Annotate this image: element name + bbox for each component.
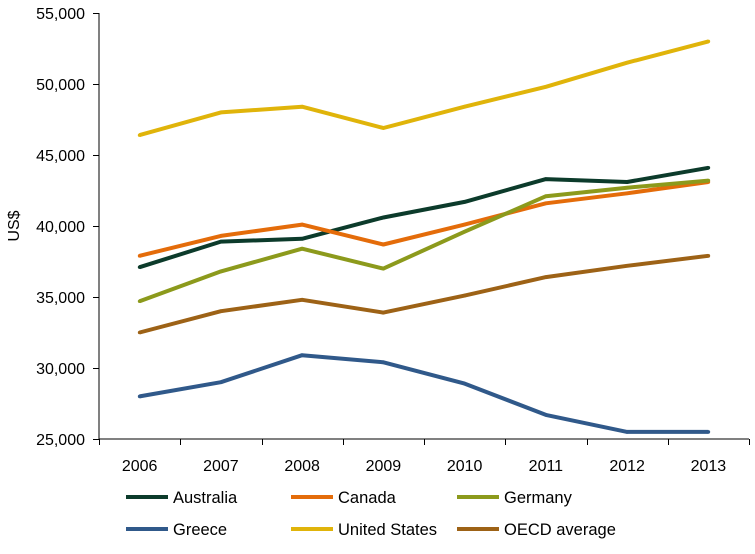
legend-item-canada: Canada: [291, 489, 397, 507]
data-point-australia: [462, 200, 467, 204]
legend-label-australia: Australia: [173, 489, 238, 507]
data-point-germany: [381, 266, 386, 271]
x-tick-label: 2006: [122, 458, 158, 475]
x-tick-label: 2010: [447, 458, 483, 475]
data-point-oecd-average: [706, 254, 711, 258]
y-tick-label: 30,000: [36, 361, 85, 378]
data-point-oecd-average: [381, 310, 386, 315]
legend-label-canada: Canada: [338, 489, 397, 507]
data-point-united-states: [544, 85, 548, 89]
legend-label-oecd-average: OECD average: [504, 521, 616, 539]
x-tick-label: 2011: [529, 458, 564, 475]
legend-item-oecd-average: OECD average: [457, 521, 616, 539]
legend-label-united-states: United States: [338, 521, 437, 539]
data-point-australia: [381, 215, 386, 220]
data-point-united-states: [625, 60, 629, 65]
data-point-greece: [300, 353, 304, 358]
data-point-canada: [381, 242, 386, 247]
data-point-united-states: [300, 104, 304, 109]
data-point-canada: [625, 191, 629, 196]
data-point-greece: [625, 430, 629, 434]
legend-label-germany: Germany: [504, 489, 573, 507]
data-point-australia: [544, 177, 548, 181]
series-oecd-average: [137, 253, 711, 335]
series-line-oecd-average: [139, 253, 709, 335]
series-line-united-states: [139, 39, 709, 138]
y-tick-label: 45,000: [36, 148, 85, 165]
legend-item-greece: Greece: [126, 521, 227, 539]
data-point-germany: [219, 269, 223, 274]
data-point-united-states: [462, 104, 467, 109]
y-tick-label: 40,000: [36, 219, 85, 236]
x-tick-label: 2007: [203, 458, 239, 475]
series-greece: [137, 353, 711, 434]
data-point-australia: [625, 180, 629, 184]
data-point-united-states: [381, 126, 386, 130]
data-point-germany: [300, 246, 304, 251]
data-point-oecd-average: [625, 263, 629, 268]
y-tick-label: 35,000: [36, 290, 85, 307]
series-line-greece: [139, 353, 709, 434]
data-point-germany: [137, 299, 142, 304]
series-united-states: [137, 39, 711, 138]
data-point-greece: [706, 430, 711, 434]
data-point-germany: [625, 185, 629, 190]
y-axis-title: US$: [6, 210, 23, 241]
data-point-canada: [137, 254, 142, 258]
data-point-oecd-average: [219, 309, 223, 314]
data-point-greece: [544, 413, 548, 417]
legend-label-greece: Greece: [173, 521, 227, 539]
data-point-germany: [706, 178, 711, 183]
data-point-germany: [462, 229, 467, 234]
data-point-oecd-average: [462, 293, 467, 298]
data-point-canada: [219, 234, 223, 238]
series-germany: [137, 178, 711, 304]
series-line-germany: [138, 178, 709, 304]
data-point-greece: [462, 381, 467, 386]
data-point-canada: [462, 222, 467, 227]
series-australia: [137, 165, 711, 270]
legend-item-australia: Australia: [126, 489, 238, 507]
x-tick-label: 2009: [366, 458, 402, 475]
data-point-greece: [381, 360, 386, 365]
series-line-australia: [138, 165, 709, 270]
data-point-canada: [544, 201, 548, 206]
y-tick-label: 50,000: [36, 77, 85, 94]
x-tick-label: 2012: [609, 458, 645, 475]
data-point-oecd-average: [544, 275, 548, 279]
legend-item-germany: Germany: [457, 489, 573, 507]
series-canada: [137, 180, 711, 258]
y-tick-label: 55,000: [36, 6, 85, 23]
data-point-oecd-average: [300, 298, 304, 302]
data-point-united-states: [137, 133, 142, 137]
data-point-greece: [137, 394, 142, 399]
data-point-oecd-average: [137, 330, 142, 335]
data-point-australia: [706, 165, 711, 170]
x-tick-label: 2013: [691, 458, 727, 475]
legend-item-united-states: United States: [291, 521, 437, 539]
data-point-germany: [544, 194, 548, 198]
data-point-australia: [137, 265, 142, 269]
series-line-canada: [139, 180, 709, 258]
y-tick-label: 25,000: [36, 432, 85, 449]
data-point-united-states: [706, 39, 711, 44]
data-point-canada: [300, 222, 304, 227]
data-point-greece: [219, 380, 223, 385]
data-point-australia: [219, 239, 223, 244]
data-point-united-states: [219, 110, 223, 115]
data-point-australia: [300, 236, 304, 241]
x-tick-label: 2008: [284, 458, 320, 475]
